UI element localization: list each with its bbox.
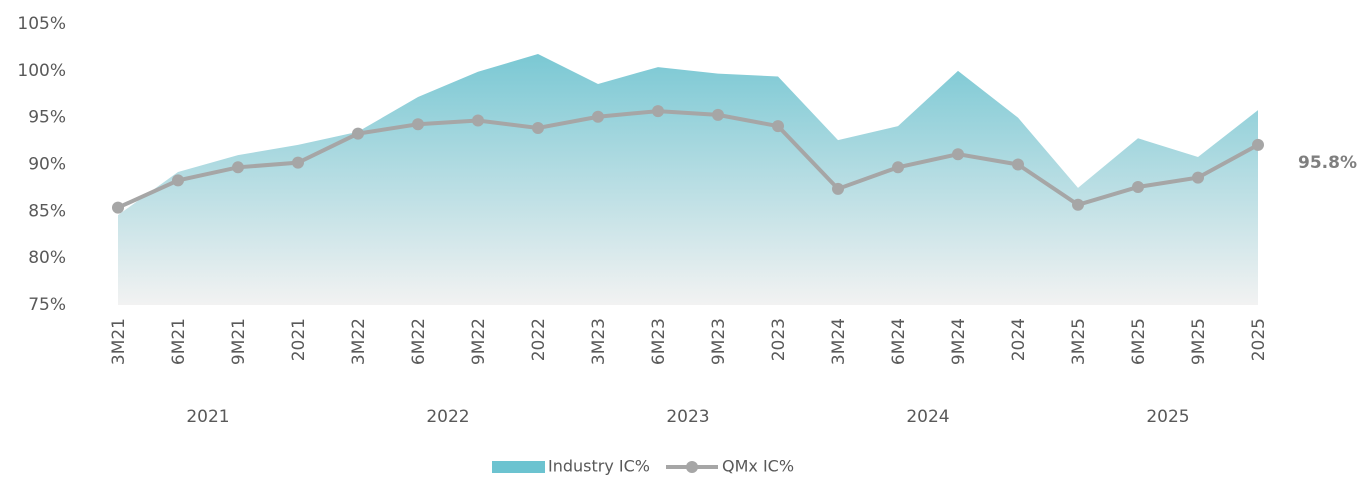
line [117, 109, 1259, 210]
x-tick-label: 3M24 [829, 318, 849, 365]
marker [1072, 198, 1084, 211]
y-tick-label: 100% [17, 61, 66, 81]
y-tick-label: 95% [28, 108, 66, 128]
y-tick-label: 75% [28, 295, 66, 315]
x-tick-label: 6M24 [889, 318, 909, 365]
x-tick-label: 2025 [1249, 318, 1269, 361]
x-tick-label: 6M25 [1129, 318, 1149, 365]
x-tick-label: 6M21 [169, 318, 189, 365]
legend-swatch [686, 461, 698, 473]
area [118, 53, 1258, 306]
marker [592, 110, 604, 123]
marker [1132, 180, 1144, 193]
annotation: 95.8% [1298, 153, 1357, 173]
y-tick-label: 105% [17, 14, 66, 34]
marker [292, 156, 304, 169]
marker [772, 120, 784, 133]
x-tick-label: 9M25 [1189, 318, 1209, 365]
marker [172, 174, 184, 187]
x-tick-label: 9M24 [949, 318, 969, 365]
marker [652, 105, 664, 118]
x-tick-label: 9M23 [709, 318, 729, 365]
y-tick-label: 90% [28, 155, 66, 175]
marker [532, 121, 544, 134]
marker [1012, 158, 1024, 171]
x-tick-label: 3M23 [589, 318, 609, 365]
x-tick-label: 2022 [529, 318, 549, 361]
marker [712, 108, 724, 121]
legend-label: Industry IC% [548, 457, 650, 476]
x-tick-label: 6M22 [409, 318, 429, 365]
legend-swatch [492, 461, 545, 473]
x-tick-label: 9M21 [229, 318, 249, 365]
x-tick-label: 2021 [289, 318, 309, 361]
group-label: 2024 [906, 407, 949, 427]
marker [832, 182, 844, 195]
y-tick-label: 85% [28, 201, 66, 221]
marker [412, 118, 424, 131]
marker [952, 148, 964, 161]
group-label: 2025 [1146, 407, 1189, 427]
legend-label: QMx IC% [722, 457, 794, 476]
marker [1252, 138, 1264, 151]
x-tick-label: 6M23 [649, 318, 669, 365]
marker [1192, 171, 1204, 184]
marker [892, 161, 904, 174]
x-tick-label: 2023 [769, 318, 789, 361]
x-tick-label: 3M22 [349, 318, 369, 365]
marker [352, 127, 364, 140]
group-label: 2023 [666, 407, 709, 427]
group-label: 2021 [186, 407, 229, 427]
x-tick-label: 2024 [1009, 318, 1029, 361]
marker [112, 201, 124, 214]
marker [232, 161, 244, 174]
x-tick-label: 3M21 [109, 318, 129, 365]
marker [472, 114, 484, 127]
group-label: 2022 [426, 407, 469, 427]
y-tick-label: 80% [28, 248, 66, 268]
x-tick-label: 3M25 [1069, 318, 1089, 365]
x-tick-label: 9M22 [469, 318, 489, 365]
